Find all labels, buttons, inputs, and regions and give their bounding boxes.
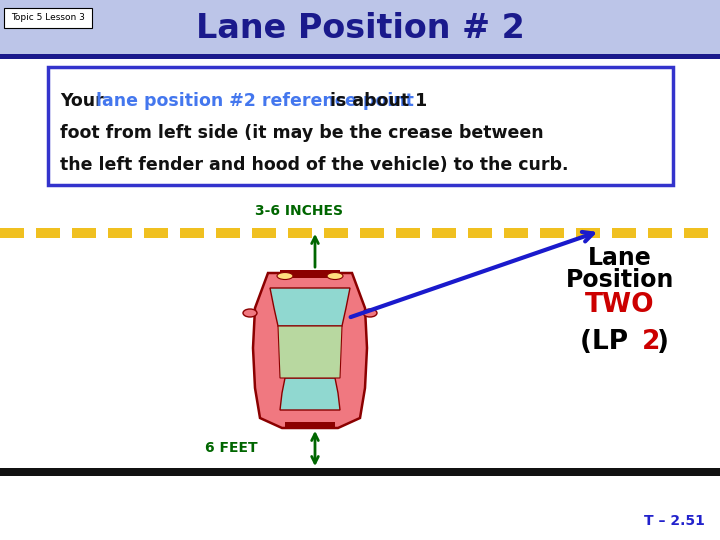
Bar bbox=[0, 228, 24, 238]
Polygon shape bbox=[280, 378, 340, 410]
Bar bbox=[648, 228, 672, 238]
Bar bbox=[324, 228, 348, 238]
Bar bbox=[684, 228, 708, 238]
Bar bbox=[540, 228, 564, 238]
Bar bbox=[285, 422, 335, 428]
Text: TWO: TWO bbox=[585, 292, 654, 318]
Bar bbox=[72, 228, 96, 238]
Bar bbox=[144, 228, 168, 238]
Bar bbox=[0, 54, 720, 59]
Bar bbox=[252, 228, 276, 238]
Bar bbox=[432, 228, 456, 238]
Bar bbox=[280, 270, 340, 278]
Polygon shape bbox=[278, 326, 342, 378]
Bar bbox=[396, 228, 420, 238]
Text: 2: 2 bbox=[642, 329, 660, 355]
Text: is about 1: is about 1 bbox=[324, 92, 427, 110]
Bar bbox=[36, 228, 60, 238]
Bar bbox=[576, 228, 600, 238]
Text: foot from left side (it may be the crease between: foot from left side (it may be the creas… bbox=[60, 124, 544, 142]
Bar bbox=[612, 228, 636, 238]
Ellipse shape bbox=[243, 309, 257, 317]
Polygon shape bbox=[253, 273, 367, 428]
Bar bbox=[504, 228, 528, 238]
Bar bbox=[468, 228, 492, 238]
Bar bbox=[288, 228, 312, 238]
Bar bbox=[216, 228, 240, 238]
Text: Your: Your bbox=[60, 92, 109, 110]
Bar bbox=[4, 8, 92, 28]
Text: 6 FEET: 6 FEET bbox=[205, 442, 258, 456]
Text: the left fender and hood of the vehicle) to the curb.: the left fender and hood of the vehicle)… bbox=[60, 156, 569, 174]
Bar bbox=[360, 228, 384, 238]
Ellipse shape bbox=[277, 273, 293, 280]
Ellipse shape bbox=[363, 309, 377, 317]
Text: Lane: Lane bbox=[588, 246, 652, 270]
Text: T – 2.51: T – 2.51 bbox=[644, 514, 705, 528]
Text: 3-6 INCHES: 3-6 INCHES bbox=[255, 204, 343, 218]
Text: Position: Position bbox=[566, 268, 674, 292]
Text: ): ) bbox=[657, 329, 669, 355]
Bar bbox=[108, 228, 132, 238]
Polygon shape bbox=[270, 288, 350, 326]
Bar bbox=[0, 0, 720, 55]
Ellipse shape bbox=[327, 273, 343, 280]
Text: Lane Position # 2: Lane Position # 2 bbox=[196, 11, 524, 44]
Bar bbox=[0, 468, 720, 476]
Text: Topic 5 Lesson 3: Topic 5 Lesson 3 bbox=[11, 14, 85, 23]
Bar bbox=[48, 67, 673, 185]
Bar bbox=[180, 228, 204, 238]
Text: (LP: (LP bbox=[580, 329, 637, 355]
Text: lane position #2 reference point: lane position #2 reference point bbox=[96, 92, 414, 110]
